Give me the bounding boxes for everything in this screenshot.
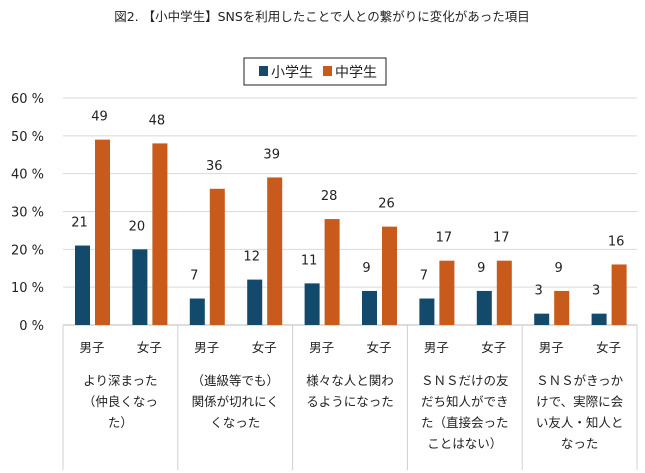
subcategory-label: 男子 [539, 340, 564, 355]
data-label: 21 [71, 216, 88, 231]
subcategory-label: 男子 [79, 340, 104, 355]
subcategory-label: 男子 [424, 340, 449, 355]
category-label: た（直接会った [421, 415, 509, 430]
category-label: だち知人ができ [421, 394, 509, 409]
subcategory-label: 男子 [309, 340, 334, 355]
bar-elementary [247, 279, 263, 325]
category-label: た） [108, 415, 133, 430]
bar-elementary [534, 313, 550, 325]
y-tick-label: 20 % [11, 243, 44, 258]
data-label: 48 [149, 113, 166, 128]
subcategory-label: 男子 [194, 340, 219, 355]
category-label: なった [561, 436, 599, 451]
bar-junior-high [209, 188, 225, 325]
y-tick-label: 50 % [11, 130, 44, 145]
bar-junior-high [496, 260, 512, 325]
category-label: ＳＮＳがきっか [536, 373, 624, 388]
data-label: 49 [91, 110, 108, 125]
legend-swatch-elementary [259, 66, 268, 76]
data-label: 7 [420, 269, 428, 284]
data-label: 9 [555, 261, 563, 276]
y-tick-label: 60 % [11, 92, 44, 107]
bar-elementary [362, 290, 377, 325]
bar-elementary [591, 313, 607, 325]
bar-junior-high [439, 260, 455, 325]
category-label: ことはない） [427, 436, 502, 451]
legend: 小学生 中学生 [243, 57, 387, 86]
subcategory-label: 女子 [481, 340, 506, 355]
bar-junior-high [382, 226, 397, 325]
data-label: 7 [190, 269, 198, 284]
bar-elementary [476, 290, 492, 325]
y-tick-label: 0 % [19, 319, 44, 334]
chart-title: 図2. 【小中学生】SNSを利用したことで人との繋がりに変化があった項目 [114, 9, 530, 24]
bar-junior-high [95, 139, 110, 325]
subcategory-label: 女子 [596, 340, 621, 355]
y-tick-label: 40 % [11, 168, 44, 183]
bar-junior-high [324, 219, 340, 325]
data-label: 17 [436, 231, 453, 246]
bar-elementary [132, 249, 148, 325]
bar-elementary [75, 245, 90, 325]
bar-junior-high [554, 290, 570, 325]
category-label: くなった [210, 415, 260, 430]
bar-junior-high [267, 177, 283, 325]
bar-junior-high [611, 264, 627, 325]
legend-swatch-junior-high [323, 66, 332, 76]
data-label: 28 [321, 189, 338, 204]
data-label: 12 [243, 250, 260, 265]
category-label: ＳＮＳだけの友 [421, 373, 509, 388]
subcategory-label: 女子 [252, 340, 277, 355]
subcategory-label: 女子 [366, 340, 391, 355]
bar-elementary [189, 298, 205, 325]
data-label: 3 [592, 284, 600, 299]
y-tick-label: 10 % [11, 281, 44, 296]
data-label: 26 [378, 197, 395, 212]
category-label: より深まった [83, 373, 157, 388]
category-label: （仲良くなっ [83, 394, 158, 409]
category-label: けで、実際に会 [536, 394, 624, 409]
bar-junior-high [152, 143, 168, 325]
bar-elementary [304, 283, 320, 325]
category-label: 関係が切れにく [192, 394, 279, 409]
legend-label-elementary: 小学生 [271, 65, 313, 81]
data-label: 17 [493, 231, 510, 246]
data-label: 9 [477, 261, 485, 276]
bar-elementary [419, 298, 435, 325]
data-label: 20 [129, 219, 146, 234]
data-label: 9 [362, 261, 370, 276]
data-label: 11 [301, 253, 318, 268]
category-label: い友人・知人と [536, 415, 624, 430]
category-label: （進級等でも） [191, 373, 279, 388]
data-label: 3 [535, 284, 543, 299]
category-label: 様々な人と関わ [306, 373, 394, 388]
subcategory-label: 女子 [137, 340, 162, 355]
legend-label-junior-high: 中学生 [335, 65, 377, 81]
y-tick-label: 30 % [11, 206, 44, 221]
data-label: 39 [263, 147, 280, 162]
data-label: 16 [608, 234, 625, 249]
category-label: るようになった [306, 394, 394, 409]
data-label: 36 [206, 159, 223, 174]
